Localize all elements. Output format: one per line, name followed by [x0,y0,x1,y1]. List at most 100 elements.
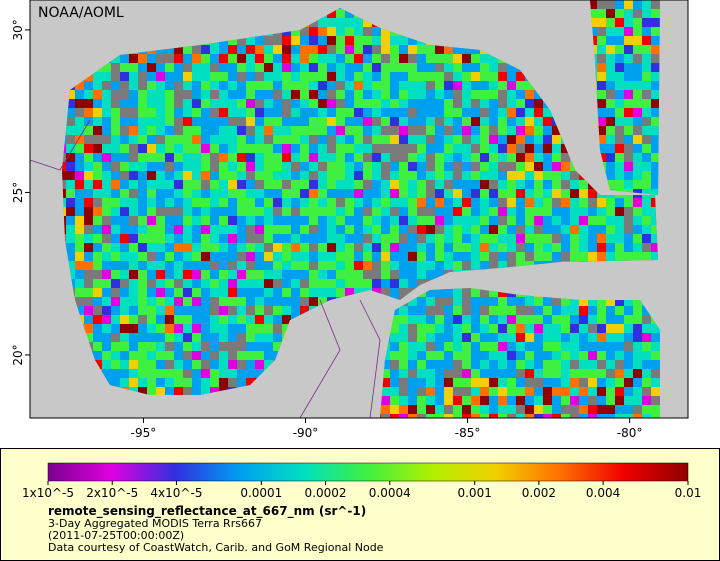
pixel [651,207,660,216]
pixel [363,18,372,27]
pixel [453,234,462,243]
pixel [102,270,111,279]
pixel [165,306,174,315]
pixel [291,45,300,54]
pixel [606,396,615,405]
pixel [615,414,624,418]
pixel [399,54,408,63]
pixel [381,234,390,243]
pixel [516,297,525,306]
pixel [642,405,651,414]
pixel [309,279,318,288]
pixel [417,99,426,108]
pixel [471,405,480,414]
pixel [210,378,219,387]
pixel [318,72,327,81]
pixel [363,72,372,81]
pixel [156,324,165,333]
pixel [417,396,426,405]
pixel [354,135,363,144]
pixel [597,45,606,54]
pixel [597,405,606,414]
pixel [201,378,210,387]
pixel [462,216,471,225]
pixel [354,126,363,135]
pixel [282,126,291,135]
pixel [138,234,147,243]
pixel [120,270,129,279]
pixel [291,171,300,180]
pixel [489,351,498,360]
pixel [480,216,489,225]
pixel [390,216,399,225]
pixel [381,279,390,288]
pixel [129,225,138,234]
pixel [264,171,273,180]
pixel [228,81,237,90]
pixel [561,351,570,360]
pixel [354,180,363,189]
pixel [597,135,606,144]
pixel [174,297,183,306]
pixel [507,126,516,135]
pixel [201,297,210,306]
pixel [399,45,408,54]
colorbar-label: 1x10^-5 [22,486,74,500]
pixel [390,225,399,234]
pixel [111,108,120,117]
pixel [174,189,183,198]
pixel [615,81,624,90]
pixel [534,234,543,243]
pixel [606,297,615,306]
pixel [228,297,237,306]
pixel [651,189,660,198]
pixel [345,18,354,27]
pixel [336,18,345,27]
pixel [354,225,363,234]
pixel [363,90,372,99]
pixel [192,279,201,288]
borders [29,119,381,419]
pixel [516,126,525,135]
pixel [174,45,183,54]
pixel [471,387,480,396]
pixel [111,153,120,162]
pixel [300,261,309,270]
pixel [471,360,480,369]
pixel [633,72,642,81]
pixel [642,72,651,81]
pixel [615,27,624,36]
pixel [651,45,660,54]
pixel [471,63,480,72]
pixel [561,234,570,243]
pixel [309,117,318,126]
pixel [219,324,228,333]
pixel [642,396,651,405]
pixel [174,351,183,360]
pixel [120,144,129,153]
pixel [453,81,462,90]
pixel [615,324,624,333]
pixel [129,72,138,81]
pixel [570,324,579,333]
pixel [363,252,372,261]
pixel [408,99,417,108]
pixel [489,117,498,126]
pixel [408,45,417,54]
pixel [84,126,93,135]
pixel [480,198,489,207]
lat-label: 20° [11,344,25,365]
pixel [336,180,345,189]
pixel [570,333,579,342]
pixel [426,225,435,234]
pixel [651,405,660,414]
pixel [480,99,489,108]
pixel [201,153,210,162]
pixel [102,306,111,315]
pixel [408,243,417,252]
pixel [183,297,192,306]
pixel [435,99,444,108]
pixel [93,351,102,360]
pixel [606,324,615,333]
pixel [354,27,363,36]
